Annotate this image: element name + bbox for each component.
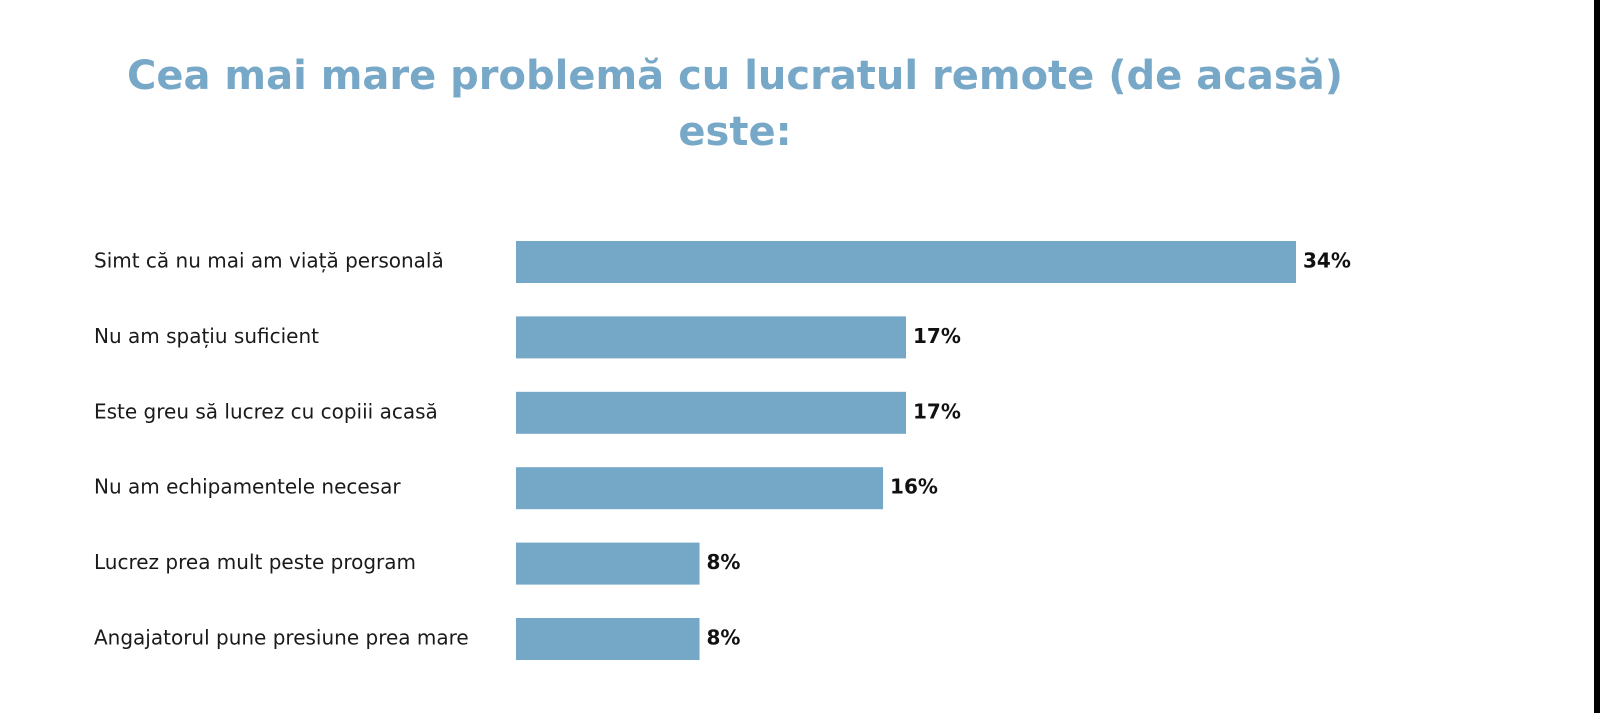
category-label: Angajatorul pune presiune prea mare [94, 626, 469, 650]
value-label: 17% [913, 324, 961, 348]
value-label: 16% [890, 475, 938, 499]
value-label: 17% [913, 399, 961, 423]
bar [516, 542, 700, 585]
category-label: Este greu să lucrez cu copiii acasă [94, 399, 438, 423]
bar [516, 241, 1296, 283]
category-label: Nu am spațiu suficient [94, 324, 319, 348]
value-label: 8% [707, 550, 741, 574]
value-label: 8% [707, 626, 741, 650]
bar [516, 316, 906, 359]
window-edge-strip [1594, 0, 1600, 713]
category-label: Simt că nu mai am viață personală [94, 249, 444, 273]
category-label: Nu am echipamentele necesar [94, 475, 401, 499]
bar [516, 391, 906, 434]
chart-title: Cea mai mare problemă cu lucratul remote… [70, 48, 1400, 160]
bar [516, 467, 884, 510]
category-label: Lucrez prea mult peste program [94, 550, 416, 574]
chart-title-line-1: Cea mai mare problemă cu lucratul remote… [127, 53, 1343, 99]
value-label: 34% [1303, 249, 1351, 273]
chart-title-line-2: este: [678, 109, 792, 155]
bar [516, 618, 700, 660]
